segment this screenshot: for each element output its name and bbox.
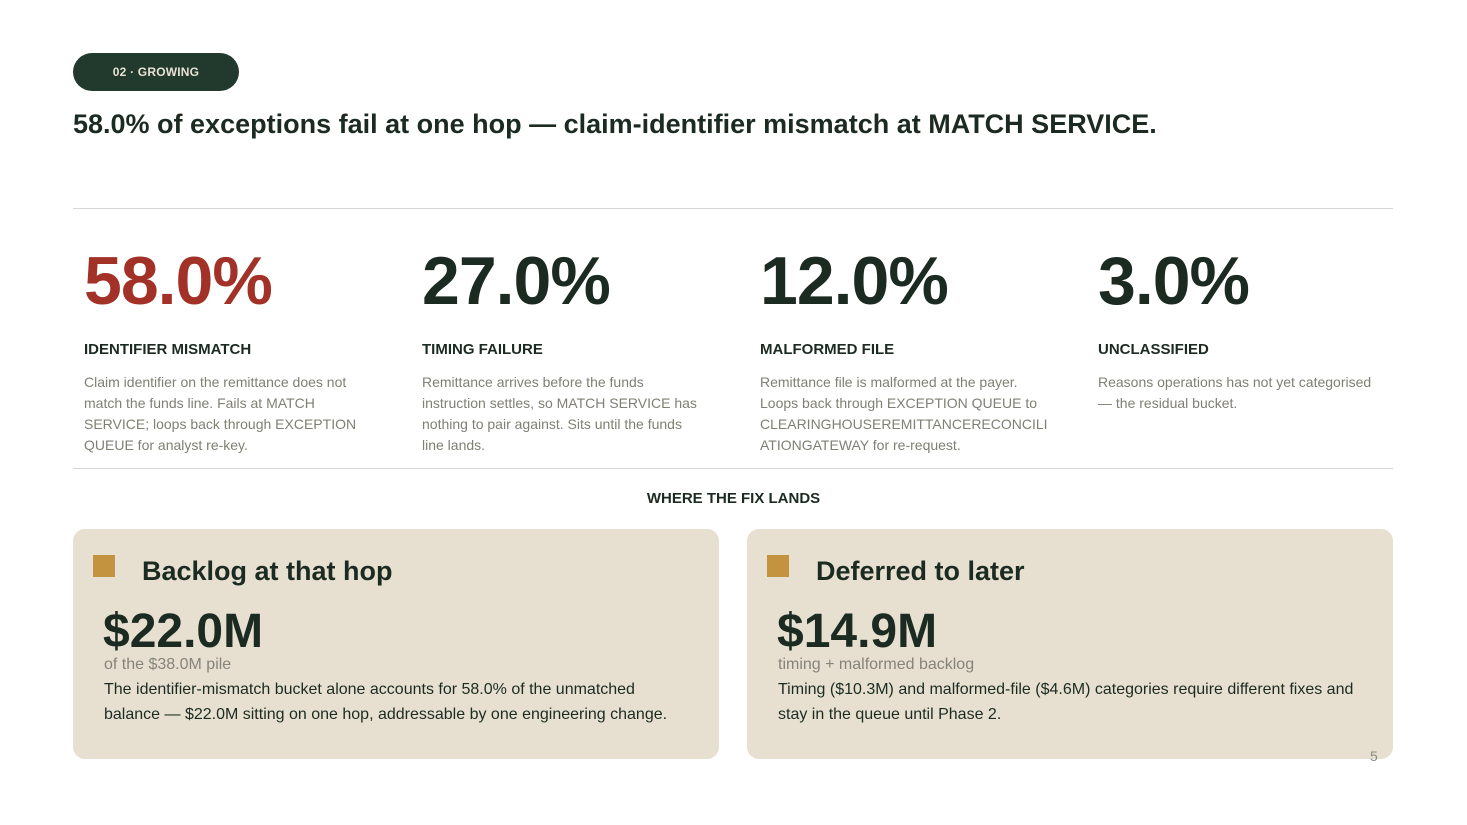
divider-middle [73, 468, 1393, 469]
stat-description: Remittance file is malformed at the paye… [760, 374, 1048, 453]
stat-unclassified: 3.0% UNCLASSIFIED Reasons operations has… [1098, 240, 1388, 414]
square-marker-icon [767, 555, 789, 577]
stat-description: Claim identifier on the remittance does … [84, 374, 357, 453]
stat-description: Remittance arrives before the funds inst… [422, 374, 697, 453]
card-body: The identifier-mismatch bucket alone acc… [104, 681, 668, 723]
stat-value: 12.0% [760, 243, 949, 319]
section-tag: 02 · GROWING [73, 53, 239, 91]
stat-malformed-file: 12.0% MALFORMED FILE Remittance file is … [760, 240, 1050, 456]
page-number: 5 [1370, 748, 1378, 764]
card-amount: $22.0M [103, 605, 264, 658]
square-marker-icon [93, 555, 115, 577]
fix-section-label: WHERE THE FIX LANDS [646, 490, 821, 507]
card-body: Timing ($10.3M) and malformed-file ($4.6… [778, 681, 1354, 723]
card-subtitle: of the $38.0M pile [104, 656, 232, 673]
card-backlog: Backlog at that hop $22.0M of the $38.0M… [73, 529, 719, 759]
card-title: Deferred to later [816, 556, 1025, 586]
stat-value: 27.0% [422, 243, 611, 319]
page-title: 58.0% of exceptions fail at one hop — cl… [73, 109, 1157, 139]
stat-timing-failure: 27.0% TIMING FAILURE Remittance arrives … [422, 240, 712, 456]
stat-description: Reasons operations has not yet categoris… [1098, 374, 1372, 411]
divider-top [73, 208, 1393, 209]
stat-label: TIMING FAILURE [422, 341, 543, 358]
stat-label: UNCLASSIFIED [1098, 341, 1209, 358]
stat-label: IDENTIFIER MISMATCH [84, 341, 252, 358]
stat-label: MALFORMED FILE [760, 341, 895, 358]
card-deferred: Deferred to later $14.9M timing + malfor… [747, 529, 1393, 759]
card-title: Backlog at that hop [142, 556, 393, 586]
stat-identifier-mismatch: 58.0% IDENTIFIER MISMATCH Claim identifi… [84, 240, 374, 456]
stat-value: 3.0% [1098, 243, 1250, 319]
card-subtitle: timing + malformed backlog [778, 656, 975, 673]
card-amount: $14.9M [777, 605, 938, 658]
stat-value: 58.0% [84, 243, 273, 319]
